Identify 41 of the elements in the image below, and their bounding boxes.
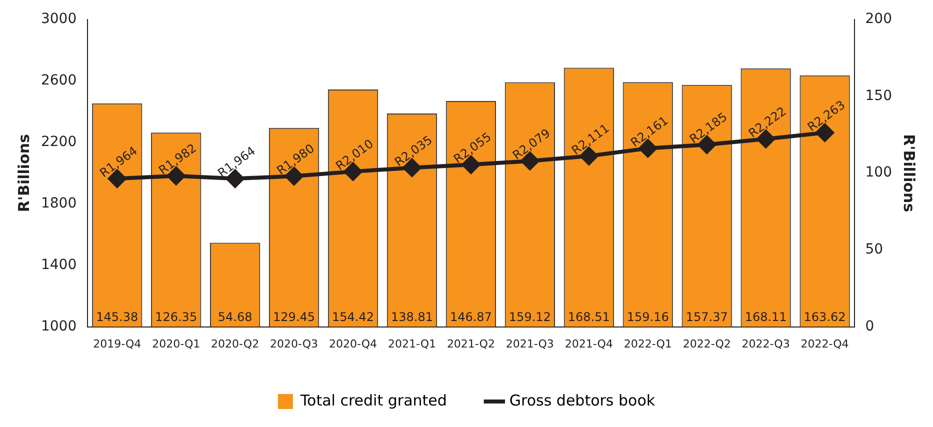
data-label: 168.11 <box>744 310 787 324</box>
x-tick-label: 2020-Q1 <box>152 337 200 350</box>
data-label: 146.87 <box>450 310 492 324</box>
data-label: 159.12 <box>508 310 551 324</box>
data-label: 145.38 <box>96 310 138 324</box>
legend-label: Total credit granted <box>299 391 447 410</box>
x-tick-label: 2020-Q3 <box>270 337 318 350</box>
y2-tick-label: 150 <box>865 88 892 104</box>
y-tick-label: 3000 <box>40 11 77 28</box>
x-tick-label: 2021-Q3 <box>506 337 554 350</box>
data-label: 154.42 <box>332 310 374 324</box>
x-tick-label: 2020-Q2 <box>211 337 260 350</box>
y-tick-label: 1000 <box>40 318 77 334</box>
data-label: 163.62 <box>804 310 846 324</box>
y2-tick-label: 0 <box>865 318 874 334</box>
x-tick-label: 2020-Q4 <box>328 337 378 350</box>
y2-tick-label: 100 <box>865 164 892 181</box>
data-label: 157.37 <box>686 310 728 324</box>
data-label: 126.35 <box>155 310 198 324</box>
x-tick-label: 2022-Q2 <box>682 337 731 350</box>
x-tick-label: 2019-Q4 <box>93 337 142 350</box>
y2-tick-label: 50 <box>865 242 884 258</box>
x-tick-label: 2021-Q1 <box>388 337 436 350</box>
data-label: 159.16 <box>626 310 669 324</box>
x-tick-label: 2021-Q4 <box>564 337 613 350</box>
data-label: 138.81 <box>390 310 433 324</box>
y-tick-label: 2600 <box>40 72 77 89</box>
y-tick-label: 2200 <box>40 134 77 150</box>
data-label: 54.68 <box>218 310 252 324</box>
x-tick-label: 2022-Q3 <box>742 337 790 350</box>
y-tick-label: 1400 <box>40 256 77 273</box>
y2-axis-title: R'Billions <box>900 134 918 212</box>
legend-label: Gross debtors book <box>509 391 656 410</box>
x-tick-label: 2022-Q4 <box>800 337 849 350</box>
data-label: 129.45 <box>273 310 316 324</box>
y-tick-label: 1800 <box>40 195 77 212</box>
y2-tick-label: 200 <box>865 11 892 28</box>
data-label: 168.51 <box>568 310 610 324</box>
x-tick-label: 2021-Q2 <box>446 337 495 350</box>
x-tick-label: 2022-Q1 <box>624 337 672 350</box>
y-axis-title: R'Billions <box>14 134 33 212</box>
